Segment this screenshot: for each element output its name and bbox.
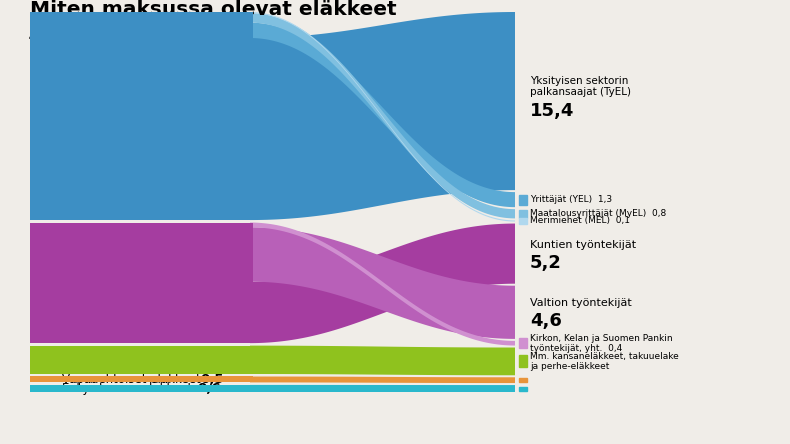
Polygon shape <box>250 223 515 343</box>
Text: 4,6: 4,6 <box>530 312 562 330</box>
Polygon shape <box>250 345 515 375</box>
Text: 2,4: 2,4 <box>148 353 171 366</box>
Text: 0,6: 0,6 <box>197 382 220 395</box>
Bar <box>519 194 527 205</box>
Text: ja perhe-eläkkeet: ja perhe-eläkkeet <box>530 362 609 371</box>
Bar <box>519 210 527 218</box>
Text: Maatalousyrittäjät (MyEL)  0,8: Maatalousyrittäjät (MyEL) 0,8 <box>530 209 666 218</box>
Polygon shape <box>250 12 515 222</box>
Polygon shape <box>250 222 515 345</box>
Text: Merimiehet (MEL)  0,1: Merimiehet (MEL) 0,1 <box>530 217 630 226</box>
Bar <box>519 387 527 391</box>
Bar <box>519 218 527 224</box>
Text: jakautuvat: jakautuvat <box>30 20 152 39</box>
Text: 0,5: 0,5 <box>200 373 224 386</box>
Polygon shape <box>250 23 515 207</box>
Text: mrd. €/v.: mrd. €/v. <box>152 20 218 34</box>
Text: Erityisturvan eläkkeet: Erityisturvan eläkkeet <box>62 382 196 395</box>
Text: 10,2: 10,2 <box>120 286 152 299</box>
Bar <box>519 338 527 348</box>
Polygon shape <box>250 377 515 383</box>
Text: työntekijät, yht.  0,4: työntekijät, yht. 0,4 <box>530 344 623 353</box>
Text: Kirkon, Kelan ja Suomen Pankin: Kirkon, Kelan ja Suomen Pankin <box>530 334 672 343</box>
Text: Miten maksussa olevat eläkkeet: Miten maksussa olevat eläkkeet <box>30 0 397 19</box>
Text: Yksityisen sektorin: Yksityisen sektorin <box>48 92 160 106</box>
Text: eläkkeet: eläkkeet <box>48 108 102 122</box>
Text: 5,2: 5,2 <box>530 254 562 272</box>
Text: Yksityisen sektorin: Yksityisen sektorin <box>530 76 628 86</box>
Text: Työeläkkeet: Työeläkkeet <box>48 254 137 267</box>
Text: Julkisen sektorin: Julkisen sektorin <box>48 270 145 283</box>
Bar <box>519 378 527 382</box>
Text: Yrittäjät (YEL)  1,3: Yrittäjät (YEL) 1,3 <box>530 195 612 204</box>
Text: Kelan eläkkeet: Kelan eläkkeet <box>48 353 138 366</box>
Polygon shape <box>250 13 515 218</box>
Text: palkansaajat (TyEL): palkansaajat (TyEL) <box>530 87 631 97</box>
Text: Vapaaehtoiset eläkkeet: Vapaaehtoiset eläkkeet <box>62 373 205 386</box>
Text: eläkkeet: eläkkeet <box>48 286 102 299</box>
Text: 15,4: 15,4 <box>530 102 574 120</box>
Text: Työeläkkeet: Työeläkkeet <box>48 75 137 87</box>
Polygon shape <box>250 385 515 392</box>
Polygon shape <box>250 12 515 220</box>
Text: Mm. kansaneläkkeet, takuuelake: Mm. kansaneläkkeet, takuuelake <box>530 352 679 361</box>
Polygon shape <box>250 227 515 339</box>
Bar <box>519 355 527 367</box>
Text: Valtion työntekijät: Valtion työntekijät <box>530 298 632 308</box>
Text: 17,6: 17,6 <box>123 108 156 122</box>
Text: Kuntien työntekijät: Kuntien työntekijät <box>530 240 636 250</box>
